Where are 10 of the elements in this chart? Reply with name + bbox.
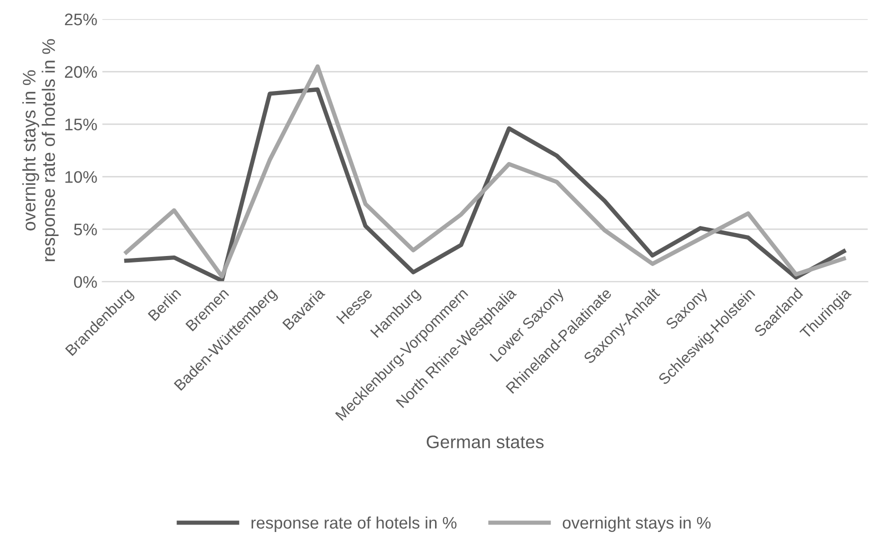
legend-label: overnight stays in % bbox=[562, 516, 711, 532]
x-axis-title: German states bbox=[426, 436, 544, 448]
y-tick-label: 20% bbox=[64, 66, 97, 78]
legend-label: response rate of hotels in % bbox=[252, 516, 456, 532]
y-axis-title: overnight stays in % response rate of hotels in % bbox=[22, 39, 59, 262]
y-tick-label: 5% bbox=[74, 224, 97, 236]
y-tick-label: 0% bbox=[74, 276, 97, 288]
y-tick-label: 10% bbox=[65, 171, 97, 183]
y-tick-label: 25% bbox=[64, 14, 97, 26]
y-tick-label: 15% bbox=[65, 118, 97, 130]
